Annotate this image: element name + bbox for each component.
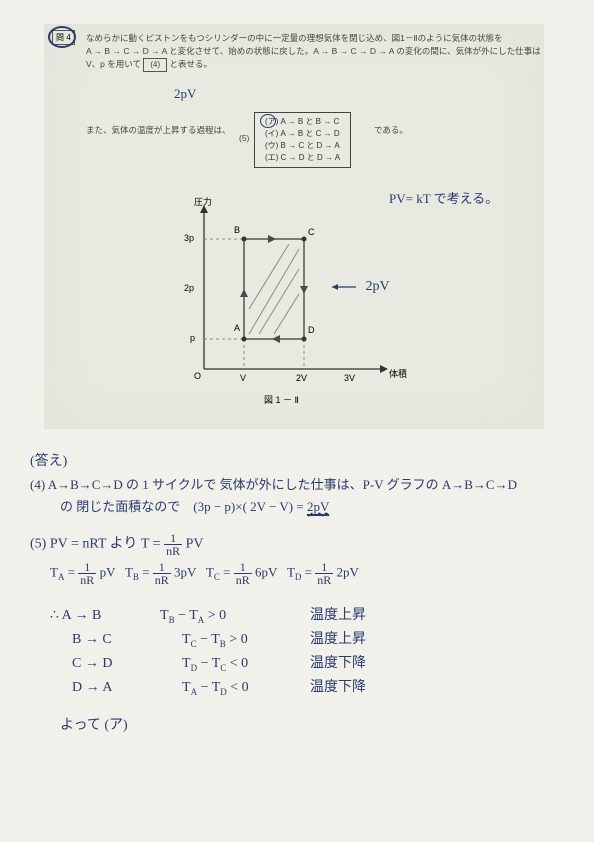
answer-heading: (答え) [30, 450, 570, 474]
hw-2pv-top: 2pV [174, 86, 196, 102]
line4: また、気体の温度が上昇する過程は、 [86, 124, 246, 137]
line3-pre: V、p を用いて [86, 59, 141, 69]
option-b: (イ) A → B と C → D [265, 128, 340, 140]
temps-row: TA = 1nR pV TB = 1nR 3pV TC = 1nR 6pV TD… [50, 561, 570, 586]
option-c: (ウ) B → C と D → A [265, 140, 340, 152]
xtick-3v: 3V [344, 373, 355, 383]
q4-answer: 2pV [307, 499, 329, 516]
q4-line2: の 閉じた面積なので (3p − p)×( 2V − V) = 2pV [60, 496, 570, 518]
option-a: (ア) A → B と B → C [265, 116, 340, 128]
pv-suffix: PV [186, 537, 204, 552]
line1: なめらかに動くピストンをもつシリンダーの中に一定量の理想気体を閉じ込め、図1－Ⅱ… [86, 32, 566, 45]
td-val: 2pV [333, 564, 359, 579]
pt-D: D [308, 325, 315, 335]
row-da: D → ATA − TD < 0温度下降 [50, 676, 570, 700]
ytick-3p: 3p [184, 233, 194, 243]
q5-head: (5) PV = nRT より T = [30, 537, 164, 552]
answer-area: (答え) (4) A→B→C→D の 1 サイクルで 気体が外にした仕事は、P-… [30, 450, 570, 738]
tb-val: 3pV [171, 564, 196, 579]
pt-C: C [308, 227, 315, 237]
ytick-2p: 2p [184, 283, 194, 293]
problem-panel: 問 4 なめらかに動くピストンをもつシリンダーの中に一定量の理想気体を閉じ込め、… [44, 24, 544, 429]
blank-4: (4) [143, 58, 167, 72]
ta-val: pV [96, 564, 115, 579]
hw-circle-q4 [48, 26, 76, 48]
hw-circle-option-a [260, 114, 276, 128]
q4-line1: (4) A→B→C→D の 1 サイクルで 気体が外にした仕事は、P-V グラフ… [30, 474, 570, 496]
line3: V、p を用いて (4) と表せる。 [86, 58, 566, 72]
ytick-p: p [190, 333, 195, 343]
table-rows: ∴ A → BTB − TA > 0温度上昇 B → CTC − TB > 0温… [50, 604, 570, 700]
row-cd: C → DTD − TC < 0温度下降 [50, 652, 570, 676]
pt-A: A [234, 323, 240, 333]
axis-x-label: 体積 [389, 367, 407, 380]
row-bc: B → CTC − TB > 0温度上昇 [50, 628, 570, 652]
hw-2pv-side-text: 2pV [366, 279, 390, 294]
q4-l2-text: の 閉じた面積なので (3p − p)×( 2V − V) = [60, 499, 307, 514]
pt-B: B [234, 225, 240, 235]
hw-2pv-side: 2pV [332, 279, 390, 295]
row-ab: ∴ A → BTB − TA > 0温度上昇 [50, 604, 570, 628]
line2: A → B → C → D → A と変化させて、始めの状態に戻した。A → B… [86, 45, 566, 58]
chart-caption: 図 1 － Ⅱ [264, 393, 299, 406]
line4-post: である。 [374, 124, 594, 137]
xtick-v: V [240, 373, 246, 383]
origin: O [194, 371, 201, 381]
tc-val: 6pV [252, 564, 277, 579]
line3-post: と表せる。 [170, 59, 213, 69]
chart-svg [164, 199, 424, 409]
line4-pre: また、気体の温度が上昇する過程は、 [86, 125, 231, 135]
xtick-2v: 2V [296, 373, 307, 383]
pv-chart: 圧力 3p 2p p O V 2V 3V 体積 A B C D 図 1 － Ⅱ … [164, 199, 424, 409]
frac-1-nr: 1nR [164, 532, 182, 557]
axis-y-label: 圧力 [194, 195, 212, 208]
problem-text: なめらかに動くピストンをもつシリンダーの中に一定量の理想気体を閉じ込め、図1－Ⅱ… [86, 32, 566, 72]
q5-line: (5) PV = nRT より T = 1nR PV [30, 532, 570, 557]
final-answer: よって (ア) [60, 714, 570, 738]
option-d: (エ) C → D と D → A [265, 152, 340, 164]
